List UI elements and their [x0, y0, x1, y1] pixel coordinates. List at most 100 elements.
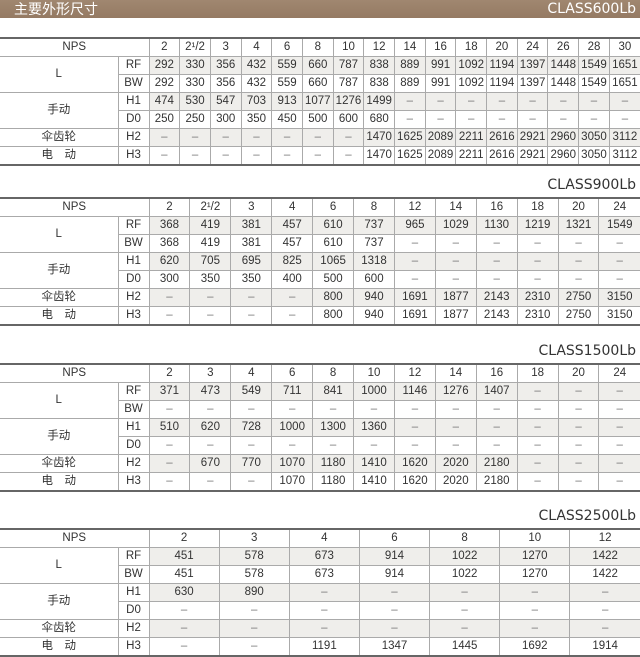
cell-value: –: [598, 436, 640, 455]
cell-value: –: [230, 306, 273, 326]
nps-label: NPS: [0, 528, 150, 548]
row-label: D0: [118, 270, 150, 289]
row-label: RF: [117, 56, 150, 75]
cell-value: 500: [312, 270, 355, 289]
dimension-table: NPS 2 3 4 6 8 10 12 L RF 451 578 673 914 1022 1270 1422 B…: [0, 528, 640, 657]
row-d0: D0– – – – – – – – – – – –: [0, 436, 640, 455]
nps-value: 12: [363, 37, 395, 57]
cell-value: –: [312, 436, 355, 455]
nps-value: 2: [148, 197, 191, 217]
cell-value: –: [598, 472, 640, 492]
cell-value: –: [516, 270, 559, 289]
cell-value: 705: [189, 252, 232, 271]
group-label: 伞齿轮: [0, 288, 119, 307]
cell-value: 673: [288, 565, 360, 584]
cell-value: 2310: [516, 288, 559, 307]
cell-value: –: [598, 400, 640, 419]
cell-value: –: [578, 110, 610, 129]
cell-value: 1877: [434, 288, 477, 307]
cell-value: 330: [179, 56, 211, 75]
cell-value: 2921: [516, 128, 549, 147]
nps-value: 6: [312, 197, 355, 217]
cell-value: 1620: [393, 472, 436, 492]
cell-value: –: [148, 619, 220, 638]
class-title: CLASS900Lb: [547, 177, 636, 193]
group-label: 电 动: [0, 472, 119, 492]
cell-value: 838: [363, 74, 395, 93]
cell-value: 1625: [394, 146, 426, 166]
cell-value: 673: [288, 547, 360, 566]
cell-value: –: [486, 92, 518, 111]
cell-value: 1022: [429, 565, 501, 584]
cell-value: –: [475, 234, 518, 253]
class-title: CLASS600Lb: [547, 1, 636, 17]
nps-value: 3: [189, 363, 232, 383]
cell-value: 1651: [608, 74, 640, 93]
row-label: H3: [117, 637, 150, 657]
cell-value: 547: [209, 92, 242, 111]
cell-value: –: [332, 146, 365, 166]
nps-value: 28: [578, 37, 610, 57]
cell-value: –: [557, 400, 600, 419]
nps-value: 16: [475, 197, 518, 217]
cell-value: –: [271, 400, 314, 419]
cell-value: 457: [271, 234, 314, 253]
row-bw: BW 451 578 673 914 1022 1270 1422: [0, 565, 640, 584]
group-label: L: [0, 216, 119, 253]
cell-value: 913: [271, 92, 303, 111]
row-label: H2: [117, 288, 150, 307]
cell-value: 1422: [569, 565, 640, 584]
cell-value: –: [393, 252, 436, 271]
nps-label: NPS: [0, 37, 150, 57]
row-label: H2: [117, 128, 150, 147]
cell-value: 559: [271, 56, 303, 75]
cell-value: 400: [271, 270, 314, 289]
cell-value: 1470: [363, 128, 395, 147]
row-h3: 电 动 H3– –1191 1347 1445 1692 1914: [0, 637, 640, 657]
cell-value: –: [598, 418, 640, 437]
cell-value: 419: [189, 234, 232, 253]
cell-value: –: [148, 288, 191, 307]
group-label: L: [0, 547, 119, 584]
cell-value: –: [516, 400, 559, 419]
cell-value: –: [179, 128, 211, 147]
cell-value: 419: [189, 216, 232, 235]
cell-value: 940: [353, 306, 395, 326]
row-label: BW: [118, 74, 150, 93]
cell-value: –: [429, 583, 501, 602]
cell-value: –: [516, 472, 559, 492]
cell-value: –: [475, 418, 518, 437]
cell-value: 500: [301, 110, 334, 129]
nps-value: 18: [455, 37, 488, 57]
nps-value: 12: [393, 363, 436, 383]
cell-value: –: [148, 472, 191, 492]
cell-value: 2960: [547, 146, 580, 166]
row-label: D0: [118, 436, 150, 455]
cell-value: –: [148, 454, 191, 473]
cell-value: –: [209, 128, 242, 147]
cell-value: –: [218, 619, 290, 638]
cell-value: 890: [218, 583, 290, 602]
cell-value: 1130: [475, 216, 518, 235]
row-label: RF: [117, 382, 150, 401]
cell-value: –: [271, 306, 314, 326]
cell-value: –: [557, 270, 600, 289]
cell-value: –: [218, 601, 290, 620]
cell-value: –: [424, 92, 457, 111]
cell-value: 1191: [288, 637, 360, 657]
cell-value: 1651: [608, 56, 640, 75]
row-h1: 手动 H1 630 890– – – – –: [0, 583, 640, 620]
cell-value: –: [557, 234, 600, 253]
cell-value: 3050: [578, 146, 610, 166]
cell-value: –: [393, 418, 436, 437]
cell-value: –: [353, 400, 395, 419]
section-title: 主要外形尺寸: [14, 1, 98, 17]
row-label: H1: [117, 583, 150, 602]
group-label: 伞齿轮: [0, 128, 119, 147]
nps-value: 6: [358, 528, 431, 548]
row-h3: 电 动 H3– – – – – – –1470 1625 2089 2211 2616 2921 2960…: [0, 146, 640, 166]
cell-value: –: [557, 252, 600, 271]
row-h3: 电 动 H3– – –1070 1180 1410 1620 2020 2180– – –: [0, 472, 640, 492]
group-label: 电 动: [0, 146, 119, 166]
cell-value: 1397: [516, 74, 549, 93]
